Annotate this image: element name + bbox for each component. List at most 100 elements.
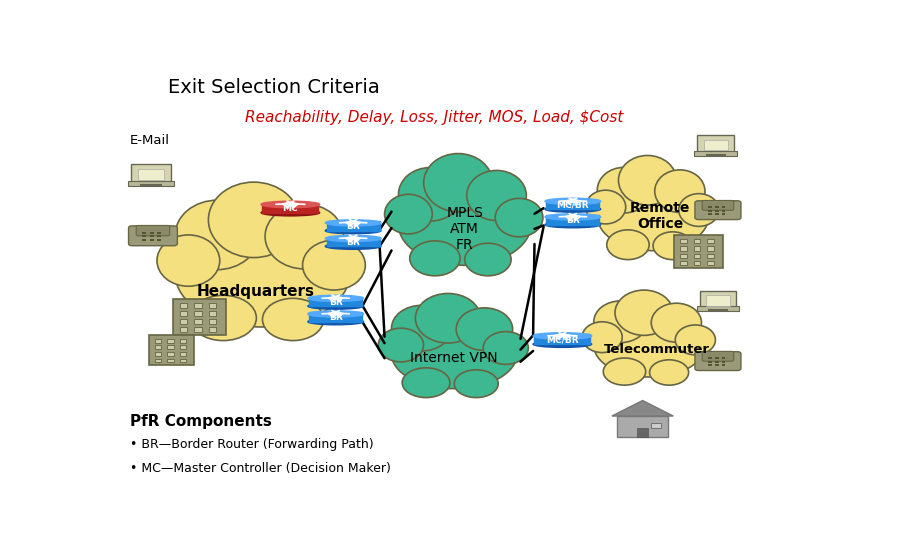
FancyBboxPatch shape [155,352,161,356]
FancyBboxPatch shape [680,254,687,258]
FancyBboxPatch shape [167,352,174,356]
FancyBboxPatch shape [715,213,718,215]
FancyBboxPatch shape [136,226,170,236]
Ellipse shape [190,295,256,340]
Ellipse shape [603,358,645,385]
FancyBboxPatch shape [149,235,154,237]
Ellipse shape [654,170,705,212]
Ellipse shape [308,311,364,317]
Ellipse shape [545,206,600,212]
Ellipse shape [456,308,513,351]
FancyBboxPatch shape [708,210,712,212]
FancyBboxPatch shape [209,319,216,324]
FancyBboxPatch shape [617,416,668,437]
Text: Reachability, Delay, Loss, Jitter, MOS, Load, $Cost: Reachability, Delay, Loss, Jitter, MOS, … [245,110,624,125]
FancyBboxPatch shape [142,239,147,241]
Ellipse shape [495,198,543,237]
FancyBboxPatch shape [129,226,177,246]
FancyBboxPatch shape [706,254,714,258]
FancyBboxPatch shape [167,346,174,349]
Ellipse shape [325,227,381,234]
Ellipse shape [157,235,220,286]
Ellipse shape [308,303,364,309]
FancyBboxPatch shape [722,357,725,359]
FancyBboxPatch shape [155,358,161,362]
Ellipse shape [618,156,677,205]
FancyBboxPatch shape [680,246,687,251]
Ellipse shape [652,303,701,342]
FancyBboxPatch shape [180,327,187,332]
FancyBboxPatch shape [180,352,185,356]
FancyBboxPatch shape [697,306,739,311]
FancyBboxPatch shape [546,216,599,225]
Ellipse shape [598,181,709,251]
FancyBboxPatch shape [706,239,714,244]
FancyBboxPatch shape [698,136,734,153]
FancyBboxPatch shape [209,327,216,332]
Ellipse shape [302,240,365,290]
Ellipse shape [402,368,450,398]
Text: BR: BR [346,222,360,231]
FancyBboxPatch shape [708,207,712,208]
FancyBboxPatch shape [209,304,216,308]
Ellipse shape [464,243,511,276]
Ellipse shape [533,341,591,347]
Ellipse shape [263,298,323,340]
Ellipse shape [545,214,600,220]
Text: Exit Selection Criteria: Exit Selection Criteria [168,78,380,97]
Ellipse shape [308,319,364,325]
FancyBboxPatch shape [155,346,161,349]
FancyBboxPatch shape [722,207,725,208]
Ellipse shape [416,293,481,343]
FancyBboxPatch shape [180,346,185,349]
FancyBboxPatch shape [149,239,154,241]
FancyBboxPatch shape [706,246,714,251]
Ellipse shape [533,333,591,339]
FancyBboxPatch shape [715,357,718,359]
Text: Telecommuter: Telecommuter [604,343,709,356]
Ellipse shape [308,295,364,301]
Ellipse shape [679,194,719,226]
Text: • BR—Border Router (Forwarding Path): • BR—Border Router (Forwarding Path) [130,438,374,451]
FancyBboxPatch shape [546,200,599,209]
Text: Internet VPN: Internet VPN [410,351,498,365]
Ellipse shape [594,314,706,377]
FancyBboxPatch shape [142,232,147,234]
Text: Headquarters: Headquarters [196,284,314,299]
Ellipse shape [384,194,432,234]
Text: BR: BR [328,298,343,307]
Ellipse shape [594,301,647,343]
FancyBboxPatch shape [702,200,733,210]
Text: Remote
Office: Remote Office [630,201,690,231]
FancyBboxPatch shape [327,221,380,231]
FancyBboxPatch shape [194,311,202,316]
FancyBboxPatch shape [722,361,725,362]
FancyBboxPatch shape [263,203,319,213]
FancyBboxPatch shape [722,210,725,212]
FancyBboxPatch shape [209,311,216,316]
FancyBboxPatch shape [180,339,185,343]
FancyBboxPatch shape [695,201,741,220]
FancyBboxPatch shape [535,334,590,344]
FancyBboxPatch shape [706,261,714,265]
FancyBboxPatch shape [651,423,661,428]
Ellipse shape [424,153,492,212]
FancyBboxPatch shape [149,335,194,365]
Ellipse shape [545,222,600,228]
Ellipse shape [650,360,688,385]
Ellipse shape [392,305,452,351]
Ellipse shape [399,184,531,265]
Ellipse shape [325,220,381,226]
FancyBboxPatch shape [722,213,725,215]
FancyBboxPatch shape [708,361,712,362]
Ellipse shape [675,325,716,355]
FancyBboxPatch shape [173,299,226,335]
Ellipse shape [176,200,259,270]
Ellipse shape [209,182,299,258]
FancyBboxPatch shape [131,164,170,184]
Ellipse shape [483,332,528,365]
Text: E-Mail: E-Mail [130,134,170,147]
Polygon shape [612,400,673,416]
Ellipse shape [325,243,381,249]
FancyBboxPatch shape [694,246,700,251]
